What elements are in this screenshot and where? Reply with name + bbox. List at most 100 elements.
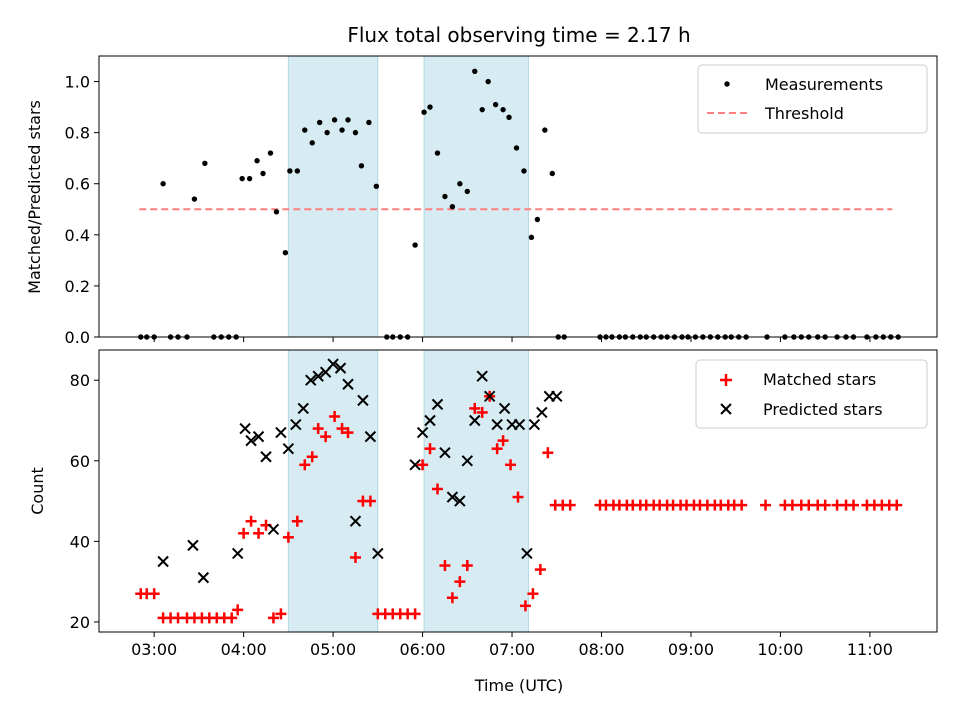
matched-star-marker [454,576,466,588]
marker-stroke [372,547,384,560]
matched-star-marker [299,459,311,471]
marker-stroke [334,362,347,374]
x-tick-label: 05:00 [310,640,356,659]
matched-star-marker [847,499,859,511]
matched-star-marker [760,499,772,511]
marker-stroke [461,455,474,467]
predicted-star-marker [469,414,481,427]
marker-stroke [528,418,541,431]
x-tick-label: 06:00 [400,640,446,659]
predicted-star-marker [267,523,280,535]
measurement-point [427,104,433,110]
predicted-star-marker [513,418,526,431]
predicted-star-marker [312,370,324,382]
marker-stroke [476,370,488,382]
matched-star-marker [819,499,831,511]
y-tick-label: 0.6 [65,175,90,194]
predicted-star-marker [349,515,362,527]
marker-stroke [297,402,309,415]
x-tick-label: 11:00 [847,640,893,659]
measurement-point [513,145,520,151]
predicted-star-marker [431,398,444,411]
marker-stroke [416,426,429,439]
bottom-y-axis-label: Count [28,467,47,515]
predicted-star-marker [297,402,309,415]
shaded-interval [423,55,529,338]
matched-star-marker [476,406,488,418]
matched-star-marker [329,410,341,422]
marker-stroke [231,547,244,560]
matched-star-marker [424,443,436,455]
matched-star-marker [469,402,481,414]
measurement-point [434,150,441,156]
predicted-star-marker [409,459,421,471]
predicted-star-marker [416,426,429,439]
matched-star-marker [505,459,517,471]
marker-stroke [252,430,265,443]
top-panel: 0.0 0.2 0.4 0.6 0.8 1.0 Matched/Predicted sta… [25,55,938,347]
measurement-point [202,160,208,166]
marker-stroke [483,390,496,403]
measurement-point [273,209,280,215]
predicted-star-marker [239,422,251,435]
marker-stroke [431,398,444,411]
marker-stroke [446,491,459,503]
marker-stroke [282,442,295,455]
measurement-point [294,168,301,174]
matched-star-marker [282,531,294,543]
predicted-star-marker [536,406,548,419]
matched-star-marker [564,499,576,511]
matched-star-marker [736,499,748,511]
predicted-star-marker [231,547,244,560]
predicted-star-marker [334,362,347,374]
legend-threshold-label: Threshold [764,104,844,123]
matched-star-marker [409,608,421,620]
measurement-point [339,127,345,133]
marker-stroke [187,539,199,552]
marker-stroke [454,495,466,507]
marker-stroke [342,378,354,390]
matched-star-marker [342,427,354,439]
bottom-x-ticks: 03:00 04:00 05:00 06:00 07:00 08:00 09:00 10:00… [131,632,893,659]
bottom-legend-box [695,359,928,429]
legend-measurements-marker [724,81,730,87]
bottom-axes-frame [98,349,938,633]
y-tick-label: 1.0 [65,73,90,92]
measurement-point [506,114,512,121]
legend-matched-marker [720,374,732,386]
marker-stroke [305,374,317,386]
measurement-point [191,196,198,202]
measurement-point [492,101,499,108]
measurement-point [472,68,478,75]
predicted-star-marker [439,447,451,459]
top-x-ticks [153,337,871,342]
measurement-point [479,106,485,113]
measurement-point [254,158,260,164]
y-tick-label: 0.2 [65,277,90,296]
legend-measurements-label: Measurements [765,75,883,94]
matched-star-marker [336,423,348,435]
marker-stroke [197,571,210,584]
predicted-star-marker [305,374,317,386]
matched-star-marker [148,588,160,600]
x-tick-label: 09:00 [668,640,714,659]
matched-star-marker [527,588,539,600]
measurement-point [324,129,330,136]
predicted-star-marker [476,370,488,382]
predicted-star-marker [157,555,169,568]
marker-stroke [551,390,563,403]
marker-stroke [260,451,272,463]
measurement-point [160,181,166,187]
matched-star-marker [497,435,509,447]
matched-star-marker [245,515,257,527]
marker-stroke [357,394,369,407]
measurement-point [421,109,427,115]
matched-star-marker [491,443,503,455]
predicted-star-marker [483,390,496,403]
predicted-star-marker [364,430,377,443]
matched-star-marker [891,499,903,511]
top-legend: Measurements Threshold [697,64,928,134]
predicted-star-marker [372,547,384,560]
marker-stroke [424,414,436,427]
predicted-star-marker [275,426,287,439]
